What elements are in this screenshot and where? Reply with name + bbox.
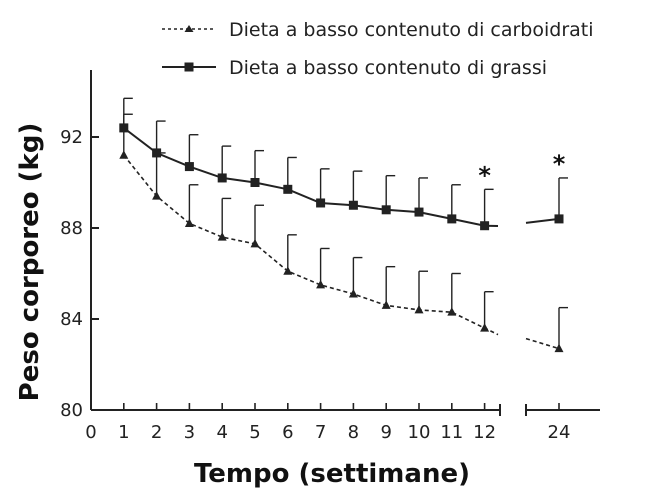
data-point-triangle <box>348 288 358 298</box>
data-point-triangle <box>554 343 564 353</box>
data-point-square <box>414 207 424 217</box>
data-point-square <box>480 221 490 231</box>
data-point-square <box>250 178 260 187</box>
data-point-square <box>348 200 358 210</box>
x-tick-label: 5 <box>249 422 260 443</box>
series-line <box>123 127 499 227</box>
series-line-after-break <box>525 217 560 224</box>
y-axis-title: Peso corporeo (kg) <box>15 123 45 402</box>
data-point-square <box>447 214 457 224</box>
x-axis-title: Tempo (settimane) <box>194 459 470 489</box>
data-point-square <box>283 184 293 194</box>
data-point-square <box>381 205 391 215</box>
series-low-fat <box>119 97 568 231</box>
x-tick-label: 7 <box>315 422 326 443</box>
y-tick-label: 92 <box>60 127 83 148</box>
legend-marker-square <box>184 62 194 72</box>
legend-marker-triangle <box>184 25 194 32</box>
data-point-square <box>554 214 564 224</box>
x-tick-label: 3 <box>184 422 195 443</box>
data-point-triangle <box>381 300 391 309</box>
x-tick-label: 0 <box>85 422 96 443</box>
data-point-square <box>316 198 326 208</box>
data-point-triangle <box>217 232 227 241</box>
data-point-triangle <box>119 150 129 159</box>
x-tick-label: 4 <box>216 422 227 443</box>
data-point-triangle <box>447 307 457 316</box>
series-layer: * * <box>119 97 568 353</box>
x-tick-label: 9 <box>380 422 391 443</box>
legend-label-low-carb: Dieta a basso contenuto di carboidrati <box>229 19 594 41</box>
data-point-square <box>119 123 129 133</box>
x-tick-label: 6 <box>282 422 293 443</box>
data-point-triangle <box>414 304 424 314</box>
data-point-triangle <box>316 279 326 289</box>
significance-marker: * <box>553 150 566 178</box>
data-point-square <box>217 173 227 183</box>
significance-marker: * <box>478 161 491 189</box>
data-point-triangle <box>152 191 162 200</box>
legend-label-low-fat: Dieta a basso contenuto di grassi <box>229 57 547 79</box>
x-tick-label: 2 <box>151 422 162 443</box>
x-tick-label: 10 <box>408 422 431 443</box>
data-point-triangle <box>184 218 194 227</box>
data-point-triangle <box>250 238 260 248</box>
series-line-after-break <box>525 337 560 350</box>
y-tick-label: 80 <box>60 400 83 421</box>
x-tick-label: 1 <box>118 422 129 443</box>
series-low-carb <box>119 113 568 353</box>
data-point-triangle <box>480 323 490 332</box>
data-point-square <box>184 162 194 172</box>
x-tick-label: 8 <box>348 422 359 443</box>
x-tick-label: 12 <box>473 422 496 443</box>
data-point-triangle <box>283 266 293 275</box>
y-tick-label: 88 <box>60 218 83 239</box>
x-tick-label: 11 <box>440 422 463 443</box>
legend: Dieta a basso contenuto di carboidrati D… <box>162 19 594 79</box>
x-tick-label: 24 <box>548 422 571 443</box>
data-point-square <box>152 148 162 158</box>
series-line <box>123 154 499 336</box>
y-tick-label: 84 <box>60 309 83 330</box>
